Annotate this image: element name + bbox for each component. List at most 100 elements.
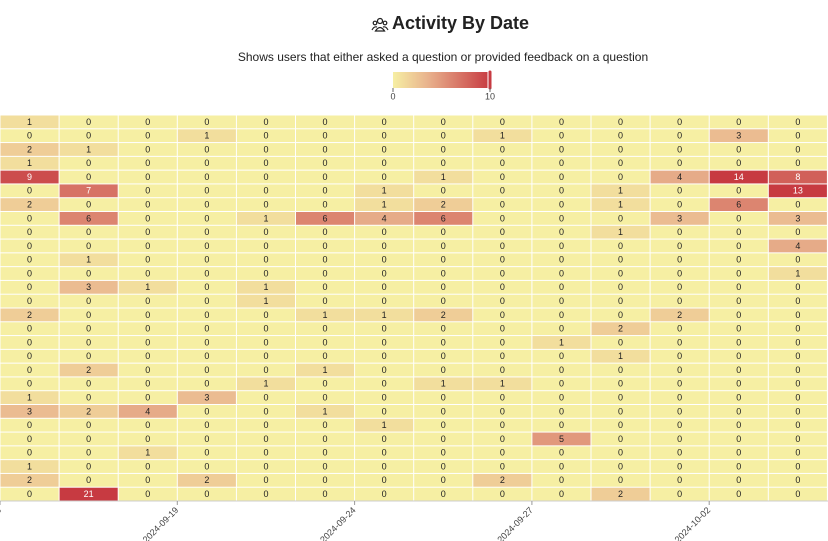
heatmap-cell — [650, 239, 709, 253]
cell-label: 3 — [27, 406, 32, 416]
cell-label: 0 — [382, 282, 387, 292]
heatmap-cell — [650, 170, 709, 184]
heatmap-cell — [709, 377, 768, 391]
cell-label: 0 — [795, 324, 800, 334]
heatmap-cell — [0, 446, 59, 460]
heatmap-cell — [473, 280, 532, 294]
cell-label: 0 — [795, 475, 800, 485]
cell-label: 0 — [618, 282, 623, 292]
cell-label: 0 — [27, 448, 32, 458]
cell-label: 0 — [27, 241, 32, 251]
heatmap-cell — [177, 363, 236, 377]
cell-label: 0 — [323, 186, 328, 196]
cell-label: 0 — [500, 337, 505, 347]
heatmap-cell — [591, 391, 650, 404]
heatmap-cell — [59, 253, 118, 267]
cell-label: 1 — [86, 255, 91, 265]
cell-label: 21 — [84, 489, 94, 499]
heatmap-cell — [236, 225, 295, 239]
cell-label: 0 — [559, 420, 564, 430]
cell-label: 0 — [27, 420, 32, 430]
heatmap-cell — [236, 432, 295, 446]
cell-label: 0 — [736, 241, 741, 251]
heatmap-cell — [473, 225, 532, 239]
heatmap-cell — [236, 405, 295, 418]
heatmap-cell — [709, 184, 768, 198]
cell-label: 0 — [618, 117, 623, 127]
heatmap-cell — [650, 460, 709, 473]
heatmap-cell — [768, 487, 827, 501]
heatmap-cell — [355, 239, 414, 253]
cell-label: 0 — [736, 186, 741, 196]
cell-label: 0 — [323, 296, 328, 306]
heatmap-cell — [768, 377, 827, 391]
cell-label: 0 — [382, 379, 387, 389]
cell-label: 0 — [382, 365, 387, 375]
cell-label: 0 — [500, 420, 505, 430]
cell-label: 0 — [677, 461, 682, 471]
heatmap-cell — [355, 487, 414, 501]
heatmap-cell — [118, 143, 177, 156]
heatmap-cell — [177, 156, 236, 170]
cell-label: 0 — [27, 351, 32, 361]
cell-label: 0 — [145, 351, 150, 361]
cell-label: 2 — [618, 324, 623, 334]
cell-label: 0 — [677, 131, 682, 141]
cell-label: 0 — [559, 282, 564, 292]
heatmap-cell — [473, 184, 532, 198]
cell-label: 0 — [441, 324, 446, 334]
heatmap-cell — [709, 129, 768, 143]
heatmap-cell — [0, 267, 59, 280]
cell-label: 0 — [441, 337, 446, 347]
cell-label: 0 — [559, 379, 564, 389]
cell-label: 0 — [263, 365, 268, 375]
heatmap-cell — [650, 198, 709, 211]
heatmap-cell — [591, 363, 650, 377]
heatmap-cell — [0, 432, 59, 446]
heatmap-cell — [59, 184, 118, 198]
heatmap-cell — [709, 212, 768, 225]
cell-label: 0 — [323, 158, 328, 168]
heatmap-cell — [591, 473, 650, 487]
cell-label: 0 — [86, 461, 91, 471]
heatmap-cell — [355, 460, 414, 473]
heatmap-cell — [414, 115, 473, 129]
heatmap-cell — [0, 143, 59, 156]
cell-label: 0 — [559, 268, 564, 278]
heatmap-cell — [414, 239, 473, 253]
heatmap-cell — [0, 253, 59, 267]
cell-label: 0 — [263, 489, 268, 499]
cell-label: 0 — [323, 227, 328, 237]
heatmap-cell — [532, 267, 591, 280]
heatmap-cell — [59, 294, 118, 308]
cell-label: 0 — [145, 392, 150, 402]
heatmap-cell — [355, 363, 414, 377]
heatmap-cell — [296, 446, 355, 460]
cell-label: 0 — [618, 158, 623, 168]
heatmap-cell — [118, 267, 177, 280]
heatmap-cell — [414, 198, 473, 211]
heatmap-cell — [177, 239, 236, 253]
heatmap-cell — [59, 239, 118, 253]
heatmap-cell — [532, 198, 591, 211]
cell-label: 0 — [677, 351, 682, 361]
heatmap-cell — [532, 280, 591, 294]
heatmap-cell — [709, 391, 768, 404]
heatmap-cell — [236, 322, 295, 336]
cell-label: 0 — [204, 186, 209, 196]
cell-label: 0 — [323, 379, 328, 389]
heatmap-cell — [355, 115, 414, 129]
heatmap-cell — [650, 473, 709, 487]
cell-label: 0 — [204, 255, 209, 265]
cell-label: 0 — [145, 186, 150, 196]
heatmap-cell — [118, 405, 177, 418]
heatmap-cell — [296, 473, 355, 487]
heatmap-cell — [768, 446, 827, 460]
cell-label: 2 — [618, 489, 623, 499]
heatmap-cell — [709, 170, 768, 184]
cell-label: 0 — [323, 268, 328, 278]
heatmap-cell — [296, 129, 355, 143]
cell-label: 0 — [86, 131, 91, 141]
cell-label: 7 — [86, 186, 91, 196]
heatmap-cell — [414, 322, 473, 336]
